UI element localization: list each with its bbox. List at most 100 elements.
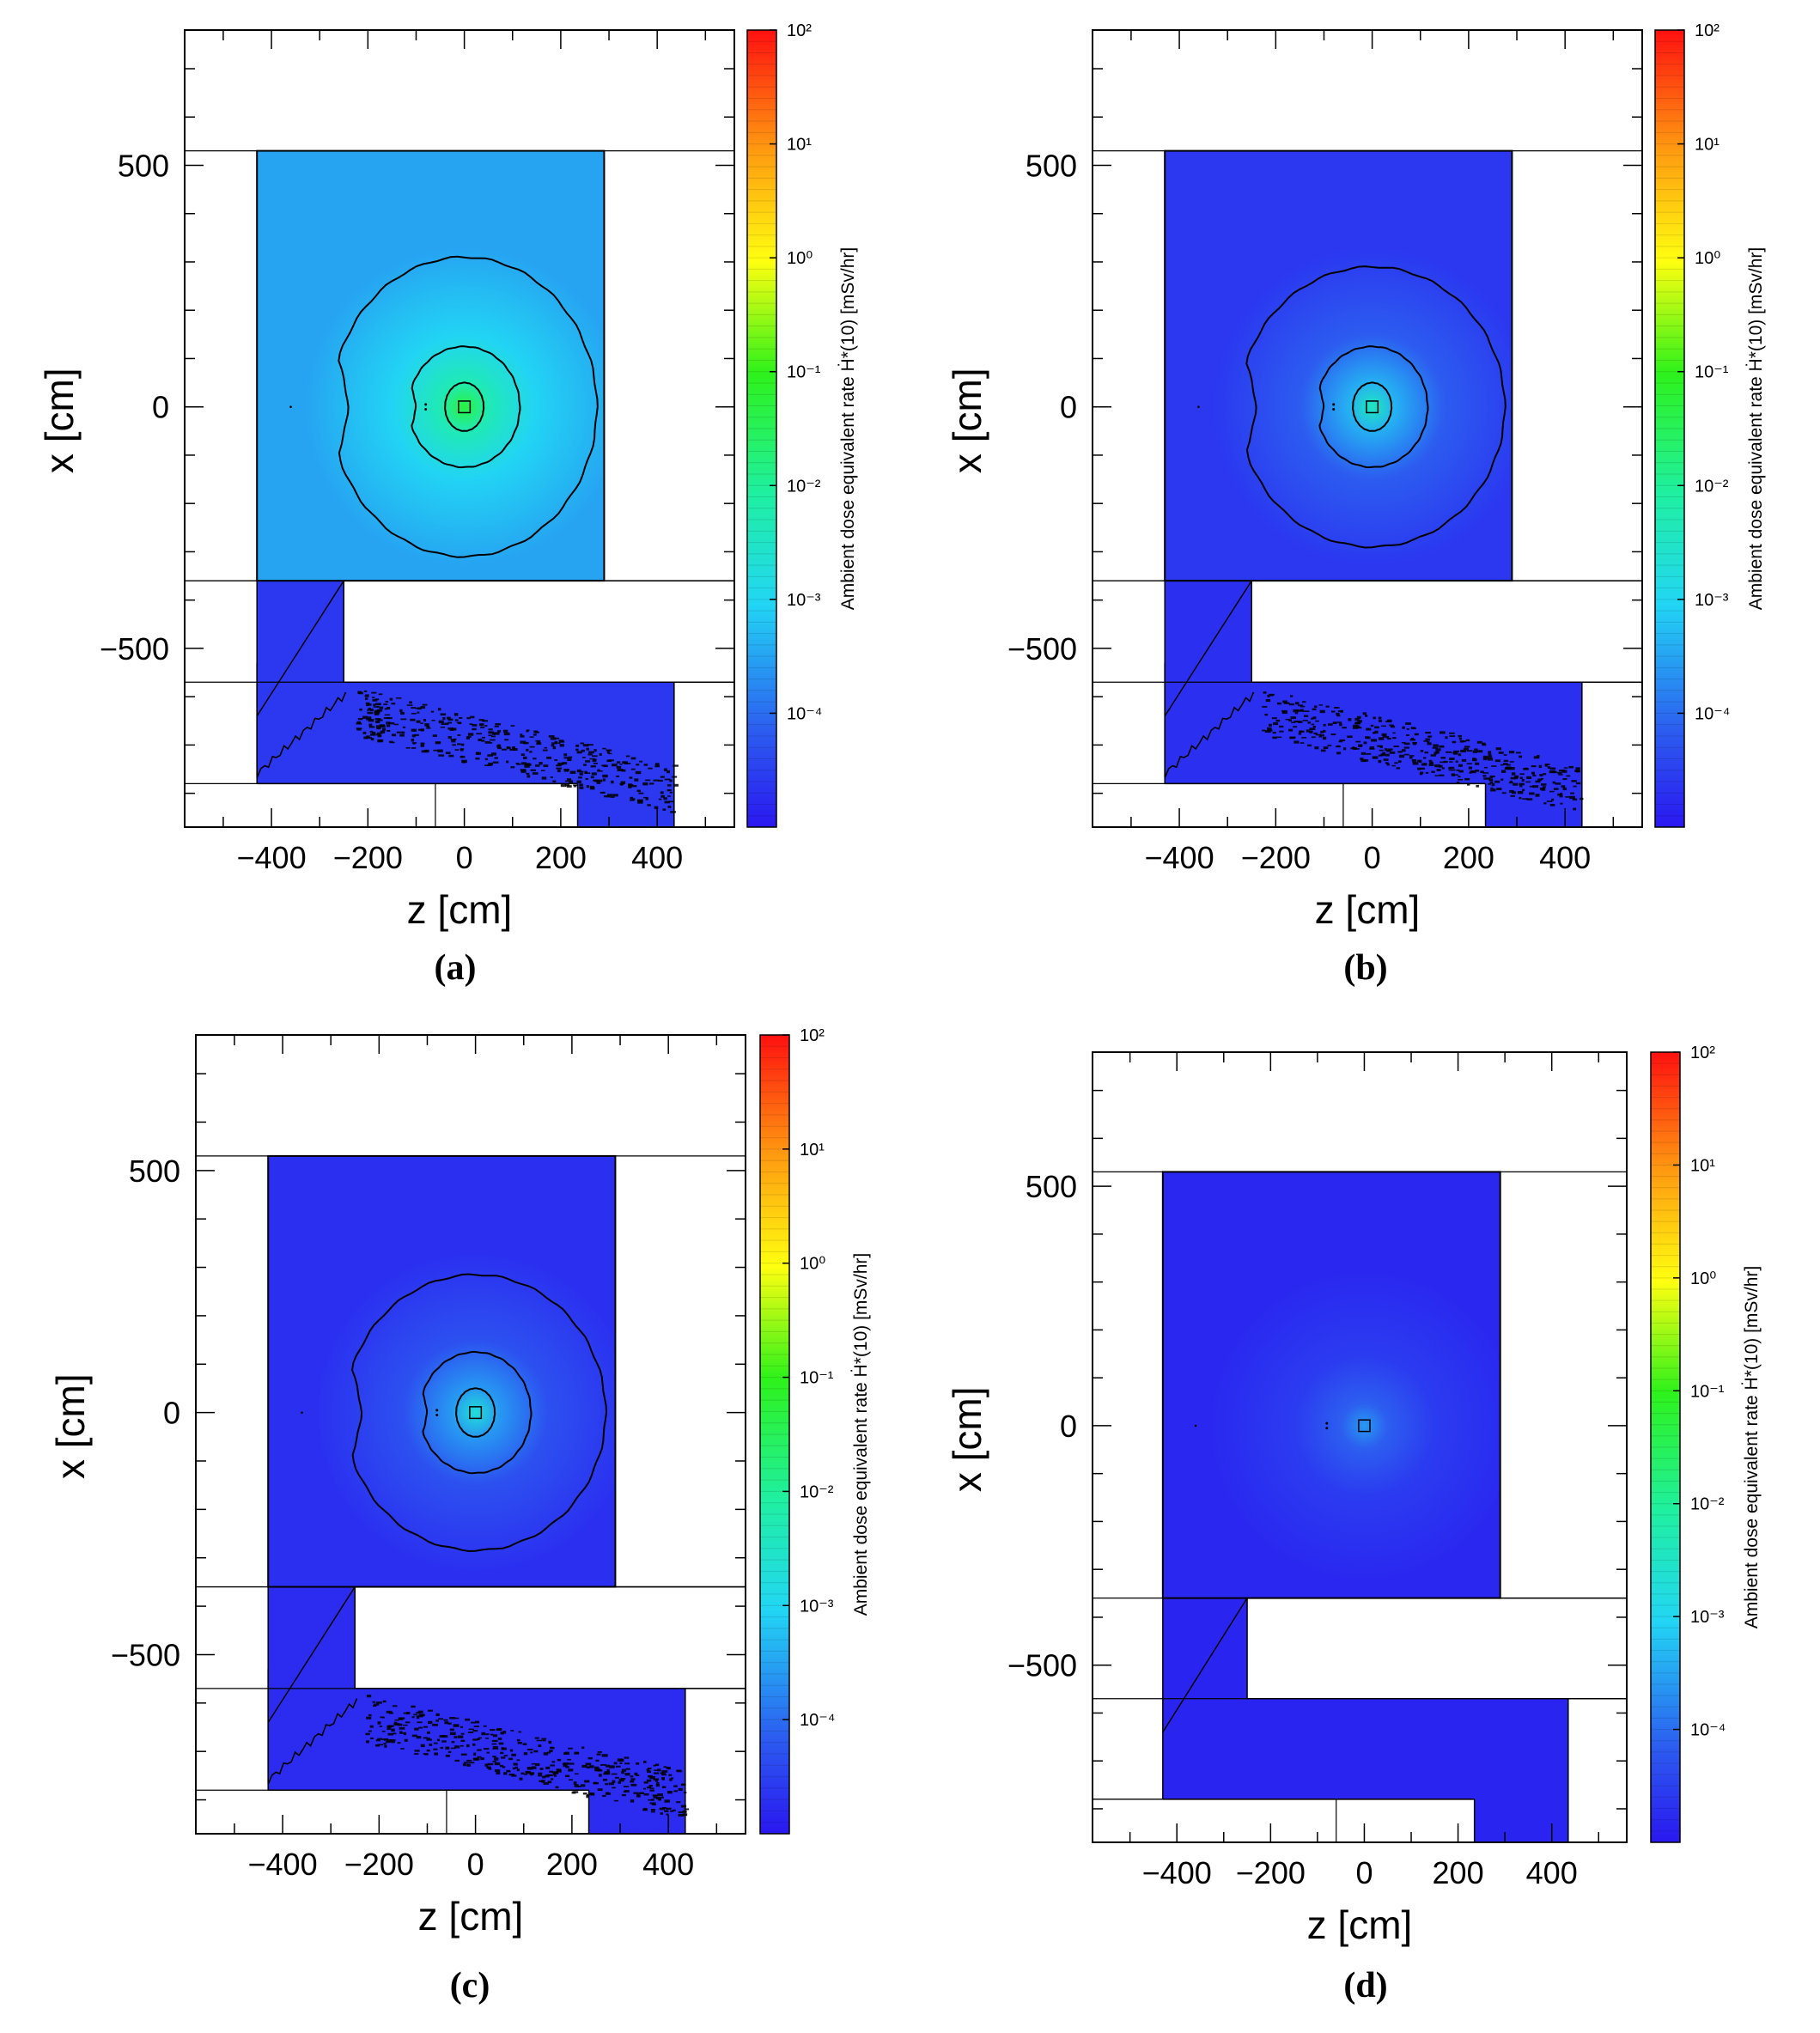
lower-left-contour — [1164, 662, 1255, 778]
colorbar-label: Ambient dose equivalent rate Ḣ*(10) [mSv… — [838, 247, 858, 611]
y-tick-label: 500 — [1026, 1169, 1077, 1204]
lower-room-dose-field — [268, 1586, 685, 1834]
colorbar-tick-label: 10⁻¹ — [1690, 1382, 1725, 1401]
source-box — [458, 400, 472, 414]
colorbar-tick-label: 10⁻² — [1690, 1495, 1725, 1514]
y-tick-label: −500 — [100, 631, 169, 667]
diagonal-wall-line — [1164, 580, 1252, 717]
x-tick-label: 400 — [642, 1847, 694, 1882]
shield-block — [1246, 1597, 1627, 1700]
colorbar-tick-label: 10⁰ — [800, 1255, 825, 1274]
colorbar-tick-label: 10² — [787, 21, 812, 40]
colorbar-tick-label: 10⁰ — [1690, 1269, 1716, 1288]
y-tick-label: −500 — [1007, 631, 1077, 667]
x-tick-label: −200 — [1236, 1855, 1306, 1890]
lower-room-dose-field — [257, 581, 674, 827]
colorbar-tick-label: 10⁻² — [1695, 477, 1729, 496]
lower-room-dose-field — [1162, 1598, 1568, 1842]
lower-region-contour-noise — [1262, 691, 1584, 811]
colorbar-tick-label: 10¹ — [1695, 136, 1720, 155]
colorbar: 10⁻⁴ 10⁻³ 10⁻² 10⁻¹ 10⁰ 10¹ 10² Ambient dose eq… — [1650, 1044, 1762, 1843]
dose-contour — [455, 1387, 496, 1438]
colorbar-label: Ambient dose equivalent rate Ḣ*(10) [mSv… — [1746, 247, 1766, 611]
colorbar-label: Ambient dose equivalent rate Ḣ*(10) [mSv… — [1742, 1266, 1762, 1629]
colorbar-tick-label: 10⁻³ — [1690, 1608, 1725, 1627]
dose-contour — [338, 255, 599, 558]
colorbar-tick-label: 10⁰ — [1695, 249, 1720, 268]
y-tick-label: 0 — [1060, 390, 1077, 425]
colorbar-tick-label: 10¹ — [787, 136, 812, 155]
y-tick-label: 0 — [152, 390, 169, 425]
colorbar-tick-label: 10⁻¹ — [1695, 363, 1729, 382]
source-box — [1366, 400, 1379, 414]
dose-contour — [444, 381, 485, 432]
y-tick-label: 0 — [1060, 1409, 1077, 1444]
axis-ticks — [185, 30, 734, 827]
y-axis-label: x [cm] — [48, 1373, 93, 1479]
colorbar-tick-label: 10⁻³ — [1695, 591, 1729, 610]
x-axis-label: z [cm] — [407, 887, 513, 932]
x-tick-label: 400 — [1526, 1855, 1578, 1890]
source-box — [469, 1406, 483, 1420]
upper-room-dose-field — [257, 150, 605, 581]
colorbar-label: Ambient dose equivalent rate Ḣ*(10) [mSv… — [851, 1253, 871, 1616]
colorbar-tick-label: 10⁰ — [787, 249, 813, 268]
y-tick-label: 500 — [129, 1153, 180, 1189]
x-tick-label: −400 — [237, 840, 307, 875]
x-tick-label: 0 — [456, 840, 473, 875]
plot-frame — [195, 1034, 746, 1835]
x-axis-label: z [cm] — [418, 1894, 524, 1939]
dose-contour — [1318, 345, 1429, 469]
lower-left-contour — [267, 1669, 358, 1785]
axis-ticks — [196, 1035, 746, 1834]
colorbar-tick-label: 10² — [1695, 21, 1720, 40]
y-tick-label: −500 — [1007, 1648, 1077, 1683]
source-box — [1358, 1419, 1371, 1433]
upper-room-dose-field — [1162, 1172, 1500, 1598]
colorbar-tick-label: 10⁻⁴ — [800, 1711, 835, 1730]
colorbar-tick-label: 10⁻⁴ — [1690, 1721, 1726, 1740]
colorbar-tick-label: 10⁻³ — [787, 591, 821, 610]
x-tick-label: 400 — [1539, 840, 1591, 875]
x-tick-label: 0 — [467, 1847, 484, 1882]
plot-frame — [1092, 1051, 1628, 1843]
colorbar-tick-label: 10⁻¹ — [800, 1369, 834, 1388]
x-axis-label: z [cm] — [1307, 1902, 1413, 1947]
x-tick-label: −400 — [248, 1847, 318, 1882]
x-tick-label: 0 — [1364, 840, 1381, 875]
colorbar: 10⁻⁴ 10⁻³ 10⁻² 10⁻¹ 10⁰ 10¹ 10² Ambient dose eq… — [759, 1026, 871, 1835]
lower-left-contour — [256, 662, 347, 778]
upper-room-dose-field — [268, 1155, 616, 1587]
diagonal-wall-line — [256, 580, 344, 717]
colorbar-tick-label: 10⁻¹ — [787, 363, 821, 382]
y-tick-label: 500 — [118, 148, 169, 183]
colorbar-tick-label: 10² — [800, 1026, 825, 1045]
upper-room-dose-field — [1165, 150, 1513, 581]
x-tick-label: 200 — [1433, 1855, 1484, 1890]
y-axis-label: x [cm] — [37, 368, 82, 473]
colorbar: 10⁻⁴ 10⁻³ 10⁻² 10⁻¹ 10⁰ 10¹ 10² Ambient dose eq… — [1654, 21, 1766, 828]
colorbar-tick-label: 10⁻⁴ — [787, 704, 822, 723]
y-axis-label: x [cm] — [945, 368, 989, 473]
lower-region-contour-noise — [365, 1695, 690, 1817]
colorbar-tick-label: 10⁻³ — [800, 1597, 834, 1616]
axis-ticks — [1093, 30, 1642, 827]
axis-ticks — [1093, 1052, 1627, 1842]
plot-frame — [1092, 29, 1643, 828]
x-tick-label: 200 — [535, 840, 587, 875]
colorbar-tick-label: 10¹ — [1690, 1156, 1715, 1175]
dose-contour — [1352, 381, 1393, 432]
panel-caption: (d) — [1343, 1966, 1387, 2006]
x-tick-label: −200 — [1241, 840, 1311, 875]
x-tick-label: 200 — [1443, 840, 1494, 875]
lower-region-contour-noise — [356, 690, 679, 813]
panel-caption: (b) — [1343, 948, 1387, 988]
x-tick-label: 400 — [631, 840, 683, 875]
diagonal-wall-line — [1162, 1598, 1248, 1733]
y-tick-label: 500 — [1026, 148, 1077, 183]
shield-block — [1251, 580, 1642, 684]
